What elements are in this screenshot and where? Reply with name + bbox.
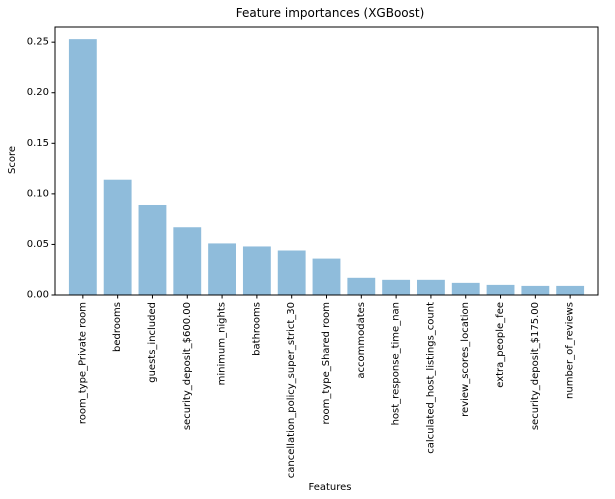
x-tick-label: review_scores_location	[460, 302, 471, 417]
x-tick-label: cancellation_policy_super_strict_30	[286, 302, 297, 478]
x-tick-label: bedrooms	[112, 302, 123, 352]
y-axis-ticks: 0.00 0.05 0.10 0.15 0.20 0.25	[27, 37, 55, 301]
y-tick-label: 0.10	[27, 188, 49, 199]
chart-title: Feature importances (XGBoost)	[236, 6, 425, 20]
x-tick-label: extra_people_fee	[495, 302, 506, 388]
x-tick-label: security_deposit_$600.00	[182, 302, 193, 430]
bar-4	[208, 243, 236, 295]
x-tick-label: minimum_nights	[217, 302, 228, 385]
bar-1	[103, 179, 132, 295]
bar-12	[486, 284, 515, 295]
x-tick-label: room_type_Private room	[77, 302, 88, 424]
plot-frame	[54, 26, 599, 296]
y-tick-label: 0.25	[27, 37, 49, 48]
bar-13	[521, 285, 550, 295]
x-tick-label: bathrooms	[251, 302, 262, 356]
x-tick-label: calculated_host_listings_count	[425, 302, 436, 454]
x-tick-label: accommodates	[356, 302, 367, 379]
bar-6	[277, 250, 306, 295]
y-tick-label: 0.15	[27, 138, 49, 149]
bar-8	[347, 277, 376, 295]
bars-group	[68, 39, 585, 295]
bar-3	[173, 227, 202, 295]
bar-5	[242, 246, 271, 295]
bar-11	[451, 282, 480, 295]
y-tick-label: 0.05	[27, 239, 49, 250]
x-tick-label: number_of_reviews	[565, 302, 576, 399]
x-tick-label: room_type_Shared room	[321, 302, 332, 424]
bar-9	[382, 279, 411, 295]
y-tick-label: 0.20	[27, 87, 49, 98]
x-axis-ticks: room_type_Private room bedrooms guests_inc…	[77, 295, 576, 478]
bar-0	[68, 39, 97, 295]
x-tick-label: guests_included	[147, 302, 158, 383]
bar-2	[138, 204, 167, 295]
y-tick-label: 0.00	[27, 290, 49, 301]
x-tick-label: host_response_time_nan	[391, 302, 402, 425]
bar-14	[556, 285, 585, 295]
x-tick-label: security_deposit_$175.00	[530, 302, 541, 430]
bar-10	[417, 279, 445, 295]
y-axis-label: Score	[7, 146, 18, 174]
bar-7	[312, 258, 341, 295]
x-axis-label: Features	[309, 482, 352, 493]
